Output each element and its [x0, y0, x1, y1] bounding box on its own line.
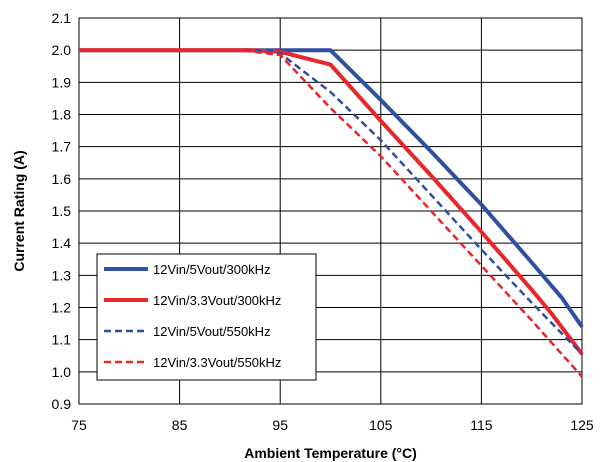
x-tick-label: 85 [172, 417, 188, 433]
series-line-1 [79, 48, 584, 328]
x-tick-label: 105 [369, 417, 393, 433]
y-tick-label: 2.0 [52, 42, 72, 58]
x-tick-label: 95 [272, 417, 288, 433]
legend-items: 12Vin/5Vout/300kHz 12Vin/3.3Vout/300kHz 12… [104, 262, 281, 370]
y-tick-label: 2.1 [52, 10, 72, 26]
legend: 12Vin/5Vout/300kHz 12Vin/3.3Vout/300kHz 12… [96, 253, 317, 381]
tick-labels: 0.9 1.0 1.1 1.2 1.3 1.4 1.5 1.6 1.7 1.8 1.9 2.0 2.1 7… [52, 10, 594, 433]
y-tick-label: 1.1 [52, 332, 72, 348]
legend-box [96, 253, 317, 381]
series-layer [79, 48, 584, 378]
y-tick-label: 1.9 [52, 74, 72, 90]
y-tick-label: 1.5 [52, 203, 72, 219]
plot-area-frame [78, 17, 583, 405]
y-tick-label: 1.7 [52, 139, 72, 155]
y-tick-label: 1.8 [52, 107, 72, 123]
y-tick-label: 1.3 [52, 267, 72, 283]
series-line-3 [79, 48, 583, 355]
y-tick-label: 1.2 [52, 300, 72, 316]
y-axis-title: Current Rating (A) [11, 150, 27, 271]
legend-label-1: 12Vin/5Vout/300kHz [153, 262, 271, 277]
y-tick-label: 1.4 [52, 235, 72, 251]
y-tick-label: 0.9 [52, 396, 72, 412]
x-tick-label: 75 [71, 417, 87, 433]
x-tick-label: 125 [570, 417, 594, 433]
x-tick-label: 115 [470, 417, 493, 433]
y-tick-label: 1.0 [52, 364, 72, 380]
y-tick-label: 1.6 [52, 171, 72, 187]
x-axis-title: Ambient Temperature (°C) [244, 445, 417, 461]
legend-label-3: 12Vin/5Vout/550kHz [153, 324, 271, 339]
series-line-4 [79, 48, 583, 378]
legend-label-4: 12Vin/3.3Vout/550kHz [153, 355, 281, 370]
legend-label-2: 12Vin/3.3Vout/300kHz [153, 293, 281, 308]
series-line-2 [79, 48, 584, 356]
